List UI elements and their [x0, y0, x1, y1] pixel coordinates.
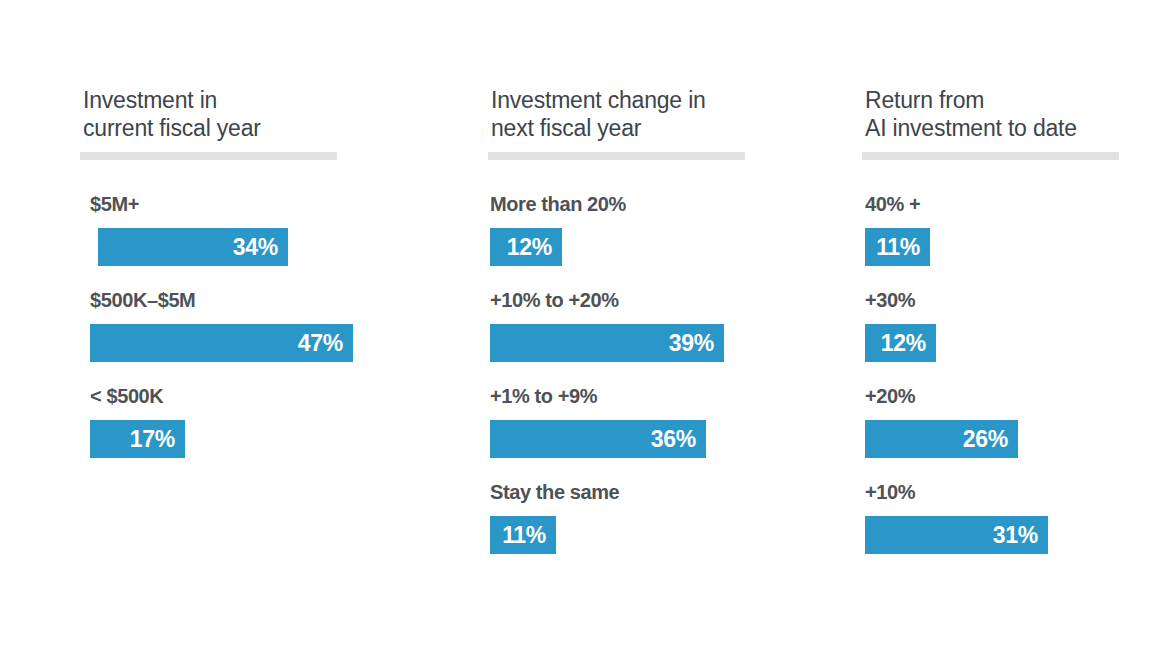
- column-title-line: current fiscal year: [83, 114, 342, 142]
- title-underline: [80, 152, 337, 160]
- bar-value-label: 36%: [651, 420, 696, 458]
- bar: 47%: [90, 324, 353, 362]
- chart-column-next-fiscal-year: Investment change in next fiscal year Mo…: [488, 86, 750, 578]
- column-title: Investment change in next fiscal year: [488, 86, 750, 142]
- bar-value-label: 39%: [669, 324, 714, 362]
- bar-category-label: +10% to +20%: [490, 290, 750, 311]
- bar-row: +20% 26%: [865, 386, 1124, 482]
- bar-category-label: +1% to +9%: [490, 386, 750, 407]
- bar-row: < $500K 17%: [90, 386, 342, 482]
- bar-value-label: 47%: [298, 324, 343, 362]
- title-underline: [862, 152, 1119, 160]
- chart-canvas: Investment in current fiscal year $5M+ 3…: [0, 0, 1152, 649]
- bar: 39%: [490, 324, 724, 362]
- bar-row: More than 20% 12%: [490, 194, 750, 290]
- column-title-line: Investment in: [83, 86, 342, 114]
- bar-row: $500K–$5M 47%: [90, 290, 342, 386]
- bar-value-label: 11%: [876, 228, 920, 266]
- column-title: Investment in current fiscal year: [80, 86, 342, 142]
- bar-category-label: 40% +: [865, 194, 1124, 215]
- bar: 11%: [490, 516, 556, 554]
- bar-category-label: +20%: [865, 386, 1124, 407]
- bar: 11%: [865, 228, 930, 266]
- bar: 26%: [865, 420, 1018, 458]
- column-title-line: Return from: [865, 86, 1124, 114]
- bar: 31%: [865, 516, 1048, 554]
- column-title-line: next fiscal year: [491, 114, 750, 142]
- bar-row: +10% to +20% 39%: [490, 290, 750, 386]
- bar-row: +10% 31%: [865, 482, 1124, 578]
- chart-column-return-to-date: Return from AI investment to date 40% + …: [862, 86, 1124, 578]
- bar-value-label: 34%: [233, 228, 278, 266]
- title-underline: [488, 152, 745, 160]
- bar: 34%: [98, 228, 288, 266]
- column-title: Return from AI investment to date: [862, 86, 1124, 142]
- bar-value-label: 17%: [130, 420, 175, 458]
- bar-category-label: < $500K: [90, 386, 342, 407]
- bar-value-label: 11%: [502, 516, 546, 554]
- chart-column-current-fiscal-year: Investment in current fiscal year $5M+ 3…: [80, 86, 342, 482]
- bar-rows: More than 20% 12% +10% to +20% 39% +1% t…: [488, 194, 750, 578]
- bar: 12%: [490, 228, 562, 266]
- bar-category-label: $500K–$5M: [90, 290, 342, 311]
- bar-row: +30% 12%: [865, 290, 1124, 386]
- bar-row: $5M+ 34%: [90, 194, 342, 290]
- bar: 12%: [865, 324, 936, 362]
- bar-value-label: 31%: [993, 516, 1038, 554]
- bar-category-label: $5M+: [90, 194, 342, 215]
- bar-value-label: 26%: [963, 420, 1008, 458]
- bar-rows: 40% + 11% +30% 12% +20% 26% +10%: [862, 194, 1124, 578]
- bar: 36%: [490, 420, 706, 458]
- column-title-line: Investment change in: [491, 86, 750, 114]
- bar-row: Stay the same 11%: [490, 482, 750, 578]
- bar-category-label: Stay the same: [490, 482, 750, 503]
- bar-category-label: +30%: [865, 290, 1124, 311]
- bar: 17%: [90, 420, 185, 458]
- bar-rows: $5M+ 34% $500K–$5M 47% < $500K 17%: [80, 194, 342, 482]
- column-title-line: AI investment to date: [865, 114, 1124, 142]
- bar-value-label: 12%: [881, 324, 926, 362]
- bar-value-label: 12%: [507, 228, 552, 266]
- bar-category-label: +10%: [865, 482, 1124, 503]
- bar-row: +1% to +9% 36%: [490, 386, 750, 482]
- bar-row: 40% + 11%: [865, 194, 1124, 290]
- bar-category-label: More than 20%: [490, 194, 750, 215]
